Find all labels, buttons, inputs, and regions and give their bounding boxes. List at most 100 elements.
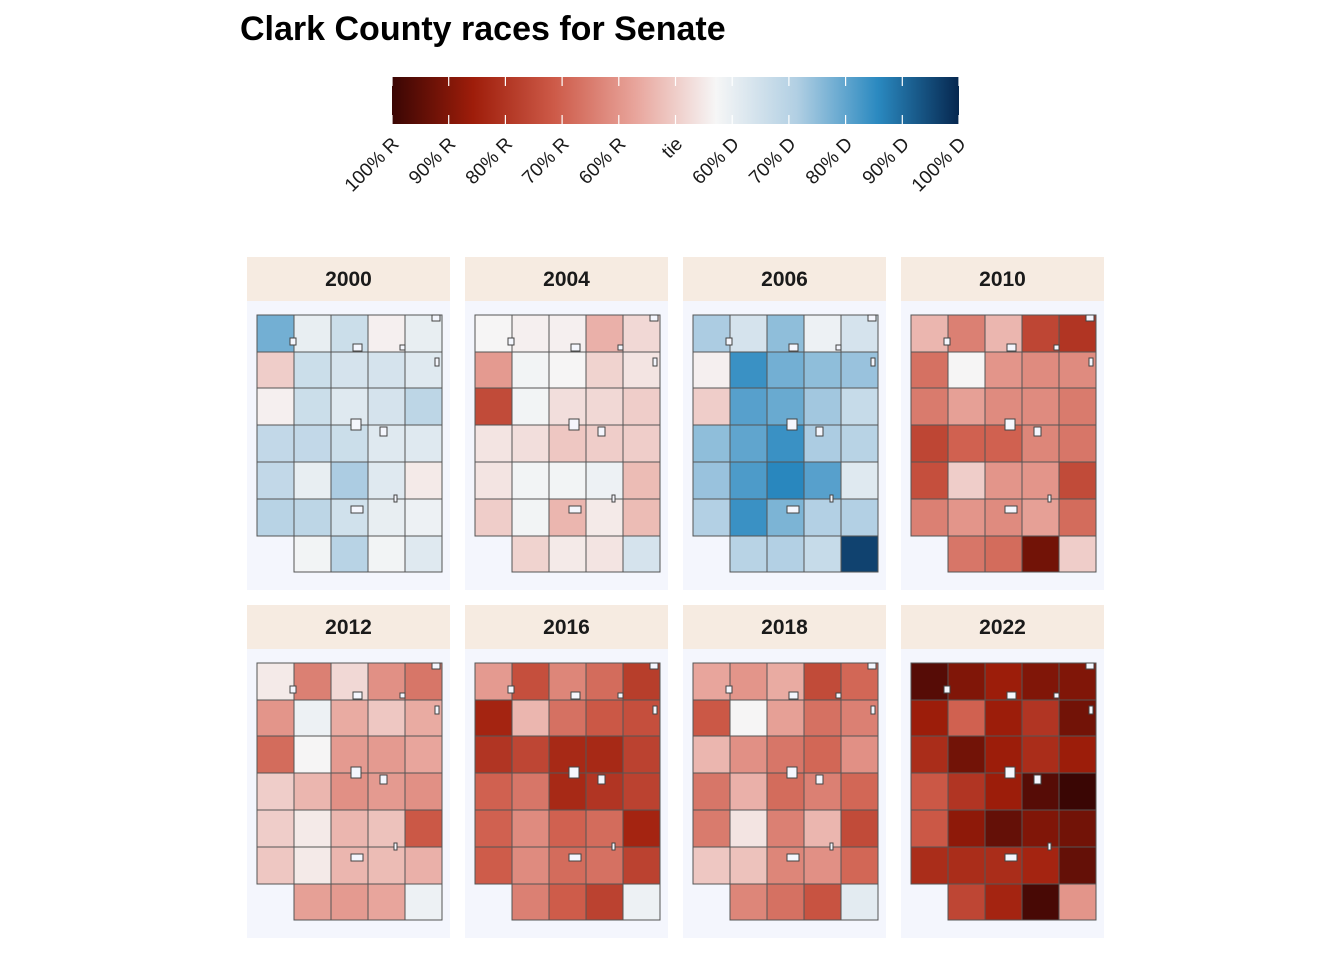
township-precinct xyxy=(367,461,406,500)
town-boundary xyxy=(788,691,799,700)
township-precinct xyxy=(622,846,661,885)
township-precinct xyxy=(585,883,624,921)
township-precinct xyxy=(330,351,369,389)
township-precinct xyxy=(293,809,332,848)
township-precinct xyxy=(947,699,986,737)
township-precinct xyxy=(548,351,587,389)
township-precinct xyxy=(766,846,805,885)
township-precinct xyxy=(474,461,513,500)
township-precinct xyxy=(548,883,587,921)
township-precinct xyxy=(692,424,731,463)
town-boundary xyxy=(1004,418,1016,431)
township-precinct xyxy=(404,387,443,426)
township-precinct xyxy=(474,699,513,737)
town-boundary xyxy=(788,343,799,352)
township-precinct xyxy=(256,351,295,389)
county-map xyxy=(256,662,443,921)
township-precinct xyxy=(293,535,332,573)
town-boundary xyxy=(652,357,658,367)
township-precinct xyxy=(474,846,513,885)
township-precinct xyxy=(1058,883,1097,921)
township-precinct xyxy=(622,424,661,463)
township-precinct xyxy=(1058,461,1097,500)
township-precinct xyxy=(1021,809,1060,848)
township-precinct xyxy=(404,772,443,811)
township-precinct xyxy=(766,699,805,737)
township-precinct xyxy=(367,662,406,701)
township-precinct xyxy=(803,846,842,885)
township-precinct xyxy=(330,498,369,537)
township-precinct xyxy=(947,461,986,500)
township-precinct xyxy=(474,351,513,389)
town-boundary xyxy=(1004,766,1016,779)
town-boundary xyxy=(352,343,363,352)
township-precinct xyxy=(947,424,986,463)
township-precinct xyxy=(585,662,624,701)
township-precinct xyxy=(910,461,949,500)
township-precinct xyxy=(548,535,587,573)
panel-year-label: 2000 xyxy=(247,257,450,301)
county-map xyxy=(256,314,443,573)
town-boundary xyxy=(870,357,876,367)
township-precinct xyxy=(256,314,295,353)
township-precinct xyxy=(585,314,624,353)
township-precinct xyxy=(511,809,550,848)
map-panel-2018: 2018 xyxy=(683,605,886,938)
township-precinct xyxy=(803,498,842,537)
township-precinct xyxy=(947,883,986,921)
township-precinct xyxy=(1058,735,1097,774)
county-map xyxy=(474,314,661,573)
county-map xyxy=(474,662,661,921)
panel-year-label: 2022 xyxy=(901,605,1104,649)
town-boundary xyxy=(786,853,800,862)
township-precinct xyxy=(910,735,949,774)
township-precinct xyxy=(840,461,879,500)
township-precinct xyxy=(947,662,986,701)
township-precinct xyxy=(947,498,986,537)
township-precinct xyxy=(766,735,805,774)
township-precinct xyxy=(330,846,369,885)
town-boundary xyxy=(393,842,398,851)
township-precinct xyxy=(766,535,805,573)
township-precinct xyxy=(984,461,1023,500)
town-boundary xyxy=(350,766,362,779)
township-precinct xyxy=(256,424,295,463)
township-precinct xyxy=(548,772,587,811)
legend-tick-label: 80% R xyxy=(462,134,517,189)
town-boundary xyxy=(507,685,515,694)
township-precinct xyxy=(256,662,295,701)
township-precinct xyxy=(984,883,1023,921)
township-precinct xyxy=(766,809,805,848)
township-precinct xyxy=(404,846,443,885)
township-precinct xyxy=(766,424,805,463)
town-boundary xyxy=(649,662,659,670)
township-precinct xyxy=(367,498,406,537)
township-precinct xyxy=(984,424,1023,463)
township-precinct xyxy=(256,498,295,537)
township-precinct xyxy=(947,809,986,848)
township-precinct xyxy=(910,387,949,426)
township-precinct xyxy=(474,387,513,426)
township-precinct xyxy=(622,498,661,537)
town-boundary xyxy=(829,842,834,851)
township-precinct xyxy=(1058,424,1097,463)
township-precinct xyxy=(947,387,986,426)
township-precinct xyxy=(511,883,550,921)
township-precinct xyxy=(1021,387,1060,426)
map-panel-2004: 2004 xyxy=(465,257,668,590)
township-precinct xyxy=(474,314,513,353)
township-precinct xyxy=(840,809,879,848)
township-precinct xyxy=(840,498,879,537)
town-boundary xyxy=(1053,344,1060,351)
township-precinct xyxy=(910,772,949,811)
town-boundary xyxy=(815,426,824,437)
town-boundary xyxy=(611,494,616,503)
county-map xyxy=(910,662,1097,921)
township-precinct xyxy=(947,846,986,885)
township-precinct xyxy=(947,314,986,353)
township-precinct xyxy=(511,846,550,885)
township-precinct xyxy=(692,498,731,537)
town-boundary xyxy=(434,705,440,715)
township-precinct xyxy=(330,883,369,921)
panel-year-label: 2010 xyxy=(901,257,1104,301)
